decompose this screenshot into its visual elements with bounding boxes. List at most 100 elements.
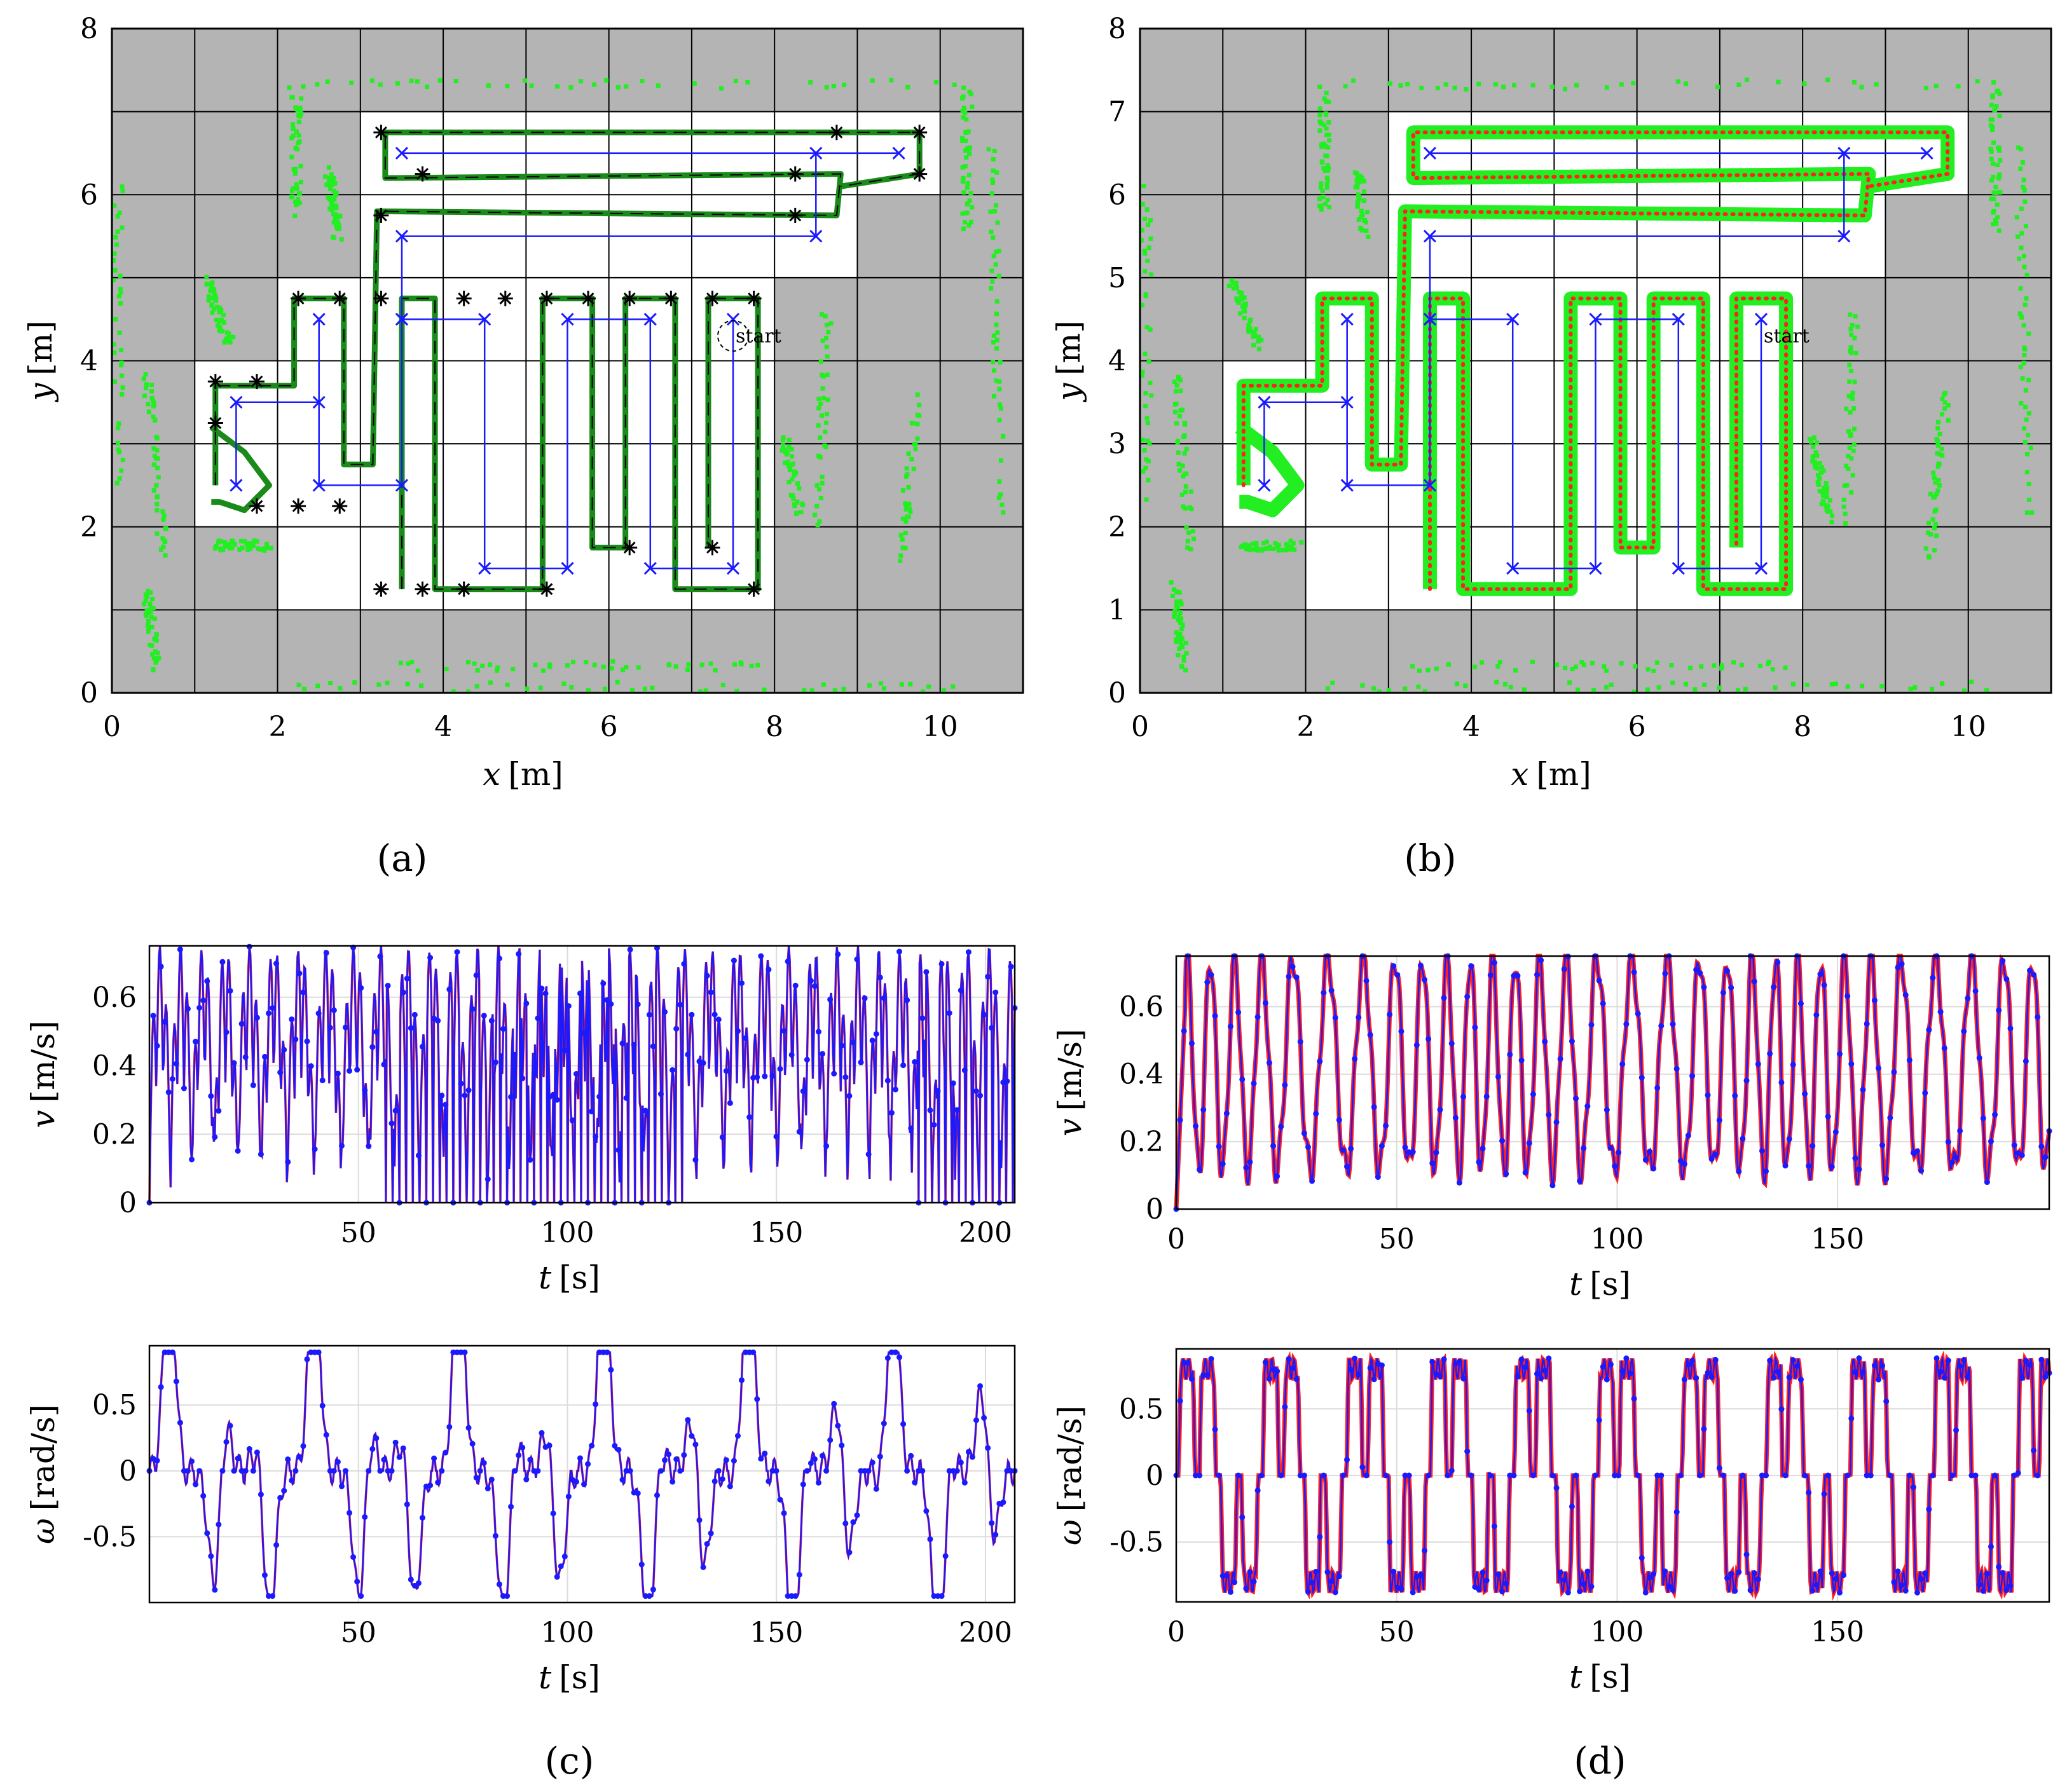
- measured-point: [723, 1457, 729, 1463]
- lidar-scan-point: [1144, 457, 1149, 462]
- measured-point: [1495, 1074, 1501, 1080]
- measured-point: [831, 1070, 837, 1077]
- measured-point: [1631, 1395, 1637, 1402]
- measured-point: [388, 1468, 395, 1474]
- lidar-scan-point: [1243, 304, 1248, 309]
- lidar-scan-point: [214, 304, 219, 310]
- measured-point: [258, 1491, 264, 1498]
- waypoint-marker: [230, 395, 243, 409]
- lidar-scan-point: [151, 667, 156, 673]
- corner-marker: [622, 540, 638, 556]
- measured-point: [404, 975, 410, 981]
- measured-point: [816, 1479, 822, 1486]
- measured-point: [1976, 1582, 1982, 1588]
- lidar-scan-point: [789, 463, 794, 468]
- measured-point: [261, 1053, 268, 1060]
- lidar-scan-point: [951, 684, 956, 689]
- lidar-scan-point: [2022, 188, 2027, 193]
- lidar-scan-point: [1251, 343, 1256, 348]
- measured-point: [261, 1572, 268, 1578]
- measured-point: [877, 1453, 883, 1460]
- measured-point: [1813, 1582, 1820, 1588]
- lidar-scan-point: [1175, 605, 1180, 610]
- measured-point: [1996, 1564, 2002, 1570]
- lidar-scan-point: [1993, 218, 1998, 223]
- x-tick-label: 50: [341, 1217, 376, 1249]
- lidar-scan-point: [907, 502, 912, 507]
- lidar-scan-point: [1191, 537, 1197, 542]
- measured-point: [281, 1046, 287, 1053]
- measured-point: [2022, 1358, 2029, 1364]
- waypoint-path: [401, 152, 899, 320]
- lidar-scan-point: [1820, 489, 1825, 495]
- measured-point: [619, 1040, 626, 1046]
- measured-point: [396, 1454, 402, 1460]
- lidar-scan-point: [915, 413, 920, 418]
- lidar-scan-point: [673, 664, 678, 669]
- measured-point: [535, 1015, 541, 1022]
- measured-point: [331, 1007, 337, 1013]
- lidar-scan-point: [331, 188, 336, 193]
- measured-point: [289, 1477, 295, 1484]
- waypoint-marker: [1920, 146, 1933, 160]
- lidar-scan-point: [118, 273, 123, 278]
- lidar-scan-point: [328, 186, 333, 191]
- lidar-scan-point: [905, 472, 910, 477]
- measured-point: [816, 1029, 822, 1035]
- measured-point: [1790, 1062, 1796, 1068]
- measured-point: [1378, 1362, 1385, 1369]
- measured-point: [1965, 1374, 1971, 1381]
- lidar-scan-point: [1776, 79, 1781, 85]
- lidar-scan-point: [1549, 85, 1555, 90]
- lidar-scan-point: [1522, 687, 1527, 692]
- lidar-scan-point: [151, 605, 156, 610]
- lidar-scan-point: [1147, 441, 1152, 446]
- measured-point: [1860, 1369, 1866, 1376]
- lidar-scan-point: [114, 481, 120, 486]
- lidar-scan-point: [242, 539, 247, 544]
- lidar-scan-point: [1995, 215, 2000, 220]
- lidar-scan-point: [1144, 497, 1149, 502]
- measured-point: [1336, 1573, 1342, 1580]
- measured-point: [1689, 1073, 1696, 1079]
- lidar-scan-point: [1989, 102, 1994, 107]
- lidar-scan-point: [118, 287, 123, 292]
- measured-point: [358, 1593, 364, 1599]
- lidar-scan-point: [816, 453, 821, 458]
- lidar-scan-point: [870, 78, 875, 83]
- measured-point: [184, 1468, 191, 1474]
- lidar-scan-point: [992, 368, 997, 373]
- lidar-scan-point: [155, 658, 160, 663]
- measured-point: [473, 972, 479, 978]
- lidar-scan-point: [2026, 432, 2031, 437]
- measured-point: [1712, 1357, 1719, 1363]
- measured-point: [373, 1029, 380, 1035]
- lidar-scan-point: [990, 279, 995, 284]
- measured-point: [1212, 1426, 1218, 1433]
- measured-point: [1763, 1472, 1769, 1479]
- measured-point: [1736, 1569, 1742, 1575]
- lidar-scan-point: [1998, 158, 2003, 163]
- measured-point: [635, 1490, 641, 1496]
- lidar-scan-point: [1324, 185, 1329, 190]
- lidar-scan-point: [113, 317, 118, 322]
- lidar-scan-point: [1179, 626, 1184, 631]
- lidar-scan-point: [1932, 475, 1937, 480]
- lidar-scan-point: [592, 662, 597, 667]
- trajectory-left-loop: [209, 425, 272, 514]
- measured-point: [508, 1503, 514, 1510]
- measured-point: [1899, 961, 1905, 967]
- measured-point: [443, 1449, 449, 1456]
- measured-point: [700, 1564, 706, 1570]
- measured-point: [488, 1476, 495, 1482]
- measured-point: [1588, 1022, 1595, 1028]
- lidar-scan-point: [903, 474, 909, 479]
- lidar-scan-point: [1933, 521, 1938, 526]
- waypoint-marker: [1258, 395, 1271, 409]
- lidar-scan-point: [298, 107, 303, 113]
- measured-point: [1348, 1146, 1354, 1152]
- measured-point: [650, 1586, 656, 1592]
- y-tick-label: -0.5: [83, 1521, 137, 1553]
- measured-point: [1782, 1163, 1789, 1169]
- lidar-scan-point: [1848, 410, 1853, 415]
